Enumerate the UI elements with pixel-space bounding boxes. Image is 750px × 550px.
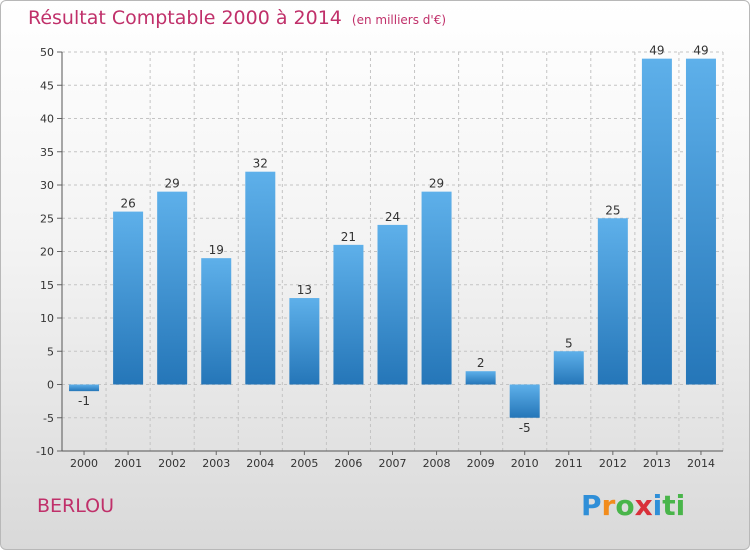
data-label-2003: 19 bbox=[209, 243, 224, 257]
x-tick-label: 2008 bbox=[423, 457, 451, 470]
data-label-2009: 2 bbox=[477, 356, 485, 370]
y-tick-label: 45 bbox=[40, 79, 54, 92]
data-label-2006: 21 bbox=[341, 230, 356, 244]
logo-letter: P bbox=[581, 489, 602, 522]
bar-2005 bbox=[289, 298, 320, 385]
x-tick-label: 2007 bbox=[379, 457, 407, 470]
chart-title: Résultat Comptable 2000 à 2014 (en millie… bbox=[28, 7, 446, 29]
data-label-2013: 49 bbox=[649, 44, 664, 58]
bar-2014 bbox=[685, 58, 716, 385]
bar-2013 bbox=[641, 58, 672, 385]
x-tick-label: 2014 bbox=[687, 457, 715, 470]
bar-2011 bbox=[553, 351, 584, 385]
logo-letter: o bbox=[615, 489, 635, 522]
bar-2010 bbox=[509, 384, 540, 418]
data-label-2002: 29 bbox=[165, 177, 180, 191]
x-tick-label: 2004 bbox=[246, 457, 274, 470]
data-label-2007: 24 bbox=[385, 210, 400, 224]
x-tick-label: 2005 bbox=[290, 457, 318, 470]
bar-2009 bbox=[465, 371, 496, 385]
logo-letter: ti bbox=[662, 489, 686, 522]
data-label-2000: -1 bbox=[78, 394, 90, 408]
x-tick-label: 2013 bbox=[643, 457, 671, 470]
y-tick-label: 35 bbox=[40, 146, 54, 159]
y-tick-label: 5 bbox=[47, 345, 54, 358]
y-tick-label: 40 bbox=[40, 113, 54, 126]
bar-2000 bbox=[69, 384, 100, 392]
y-tick-label: 10 bbox=[40, 312, 54, 325]
y-tick-label: 50 bbox=[40, 46, 54, 59]
data-label-2012: 25 bbox=[605, 203, 620, 217]
x-tick-label: 2010 bbox=[511, 457, 539, 470]
bar-2007 bbox=[377, 224, 408, 385]
y-tick-label: -5 bbox=[43, 412, 54, 425]
chart-subtitle: (en milliers d'€) bbox=[351, 13, 447, 27]
data-label-2014: 49 bbox=[693, 44, 708, 58]
proxiti-logo: Proxiti bbox=[581, 489, 685, 522]
bar-2004 bbox=[245, 171, 276, 385]
x-tick-label: 2012 bbox=[599, 457, 627, 470]
bar-2008 bbox=[421, 191, 452, 385]
x-tick-label: 2006 bbox=[334, 457, 362, 470]
data-label-2005: 13 bbox=[297, 283, 312, 297]
x-tick-label: 2000 bbox=[70, 457, 98, 470]
x-tick-label: 2003 bbox=[202, 457, 230, 470]
y-tick-label: -10 bbox=[36, 445, 54, 458]
data-label-2011: 5 bbox=[565, 336, 573, 350]
bar-2012 bbox=[597, 218, 628, 385]
logo-letter: x bbox=[634, 489, 653, 522]
data-label-2001: 26 bbox=[120, 197, 135, 211]
x-tick-label: 2011 bbox=[555, 457, 583, 470]
x-tick-label: 2002 bbox=[158, 457, 186, 470]
bar-2002 bbox=[157, 191, 188, 385]
y-tick-label: 30 bbox=[40, 179, 54, 192]
logo-letter: i bbox=[652, 489, 663, 522]
data-label-2010: -5 bbox=[519, 421, 531, 435]
bar-2006 bbox=[333, 244, 364, 385]
place-name: BERLOU bbox=[37, 495, 115, 517]
bar-2001 bbox=[113, 211, 144, 385]
y-tick-label: 15 bbox=[40, 279, 54, 292]
y-tick-label: 25 bbox=[40, 212, 54, 225]
x-tick-label: 2009 bbox=[467, 457, 495, 470]
y-tick-label: 0 bbox=[47, 379, 54, 392]
logo-letter: r bbox=[601, 489, 616, 522]
chart-title-text: Résultat Comptable 2000 à 2014 bbox=[28, 7, 342, 29]
data-label-2004: 32 bbox=[253, 157, 268, 171]
data-label-2008: 29 bbox=[429, 177, 444, 191]
bar-2003 bbox=[201, 258, 232, 385]
y-tick-label: 20 bbox=[40, 246, 54, 259]
x-tick-label: 2001 bbox=[114, 457, 142, 470]
